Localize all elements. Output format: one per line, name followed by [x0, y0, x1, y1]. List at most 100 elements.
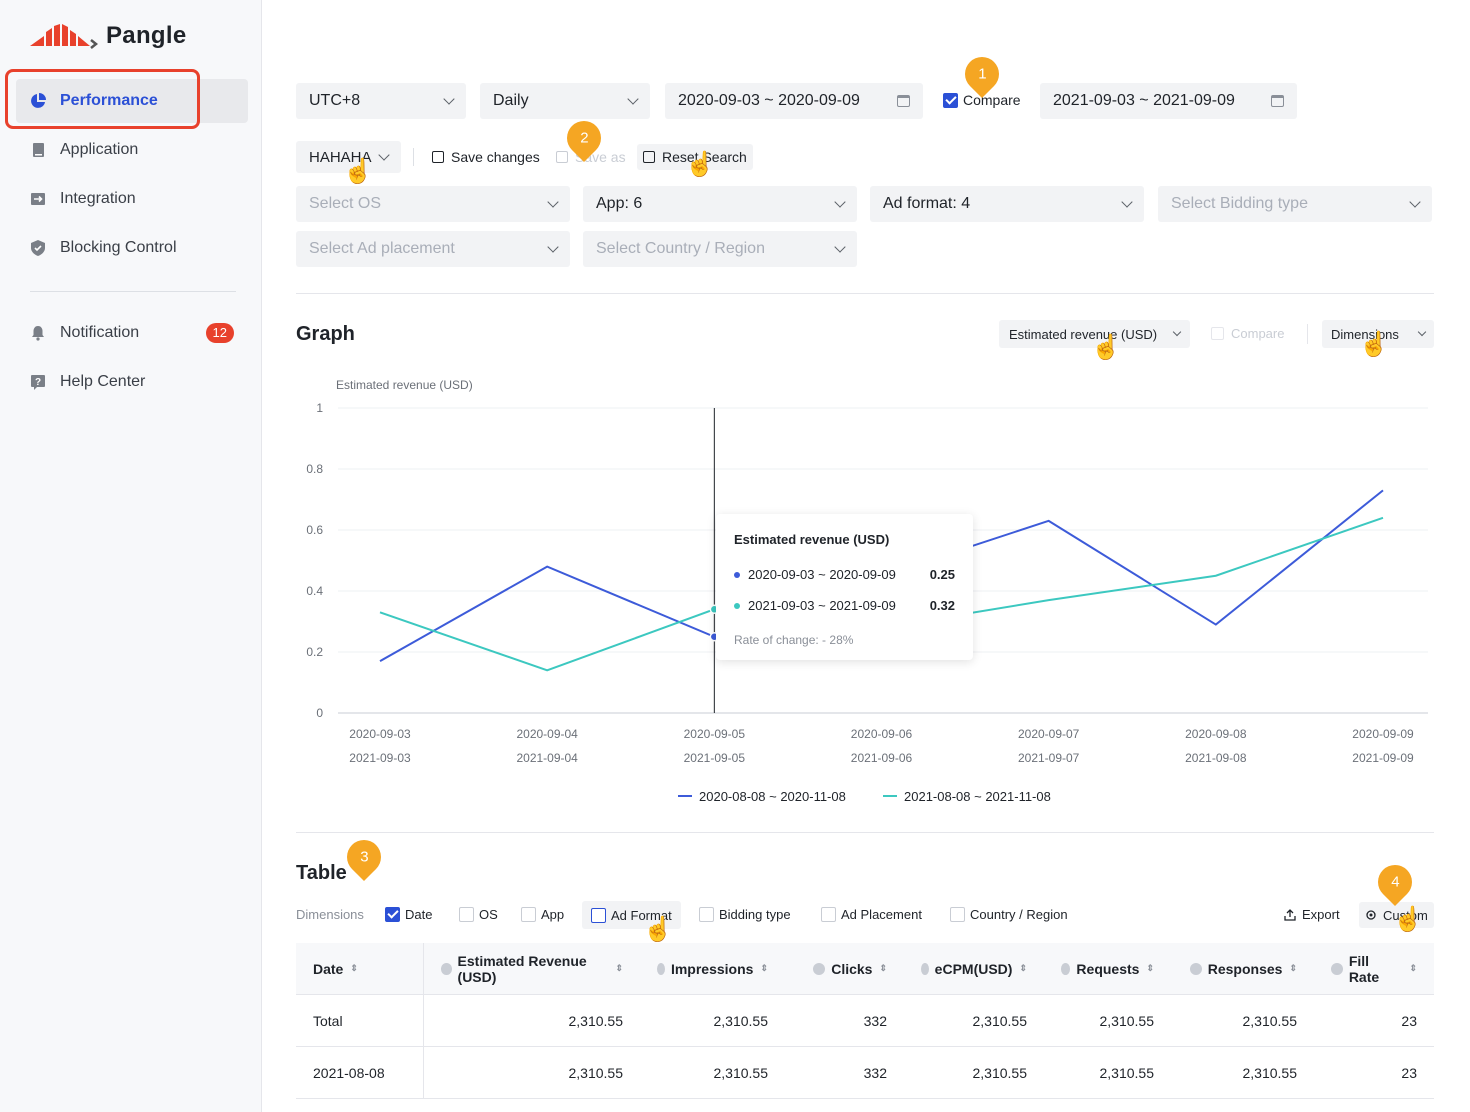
main-content: UTC+8 Daily 2020-09-03 ~ 2020-09-09 Comp…	[263, 0, 1470, 1112]
ad-format-select[interactable]: Ad format: 4	[870, 186, 1144, 222]
os-placeholder: Select OS	[309, 195, 382, 212]
export-button[interactable]: Export	[1284, 907, 1340, 922]
brand-name: Pangle	[106, 22, 187, 49]
custom-columns-button[interactable]: Custom	[1359, 902, 1434, 928]
dim-checkbox-bidding-type[interactable]: Bidding type	[699, 907, 791, 922]
ad-placement-select[interactable]: Select Ad placement	[296, 231, 570, 267]
save-icon	[432, 151, 444, 163]
sidebar-item-notification[interactable]: Notification 12	[16, 311, 248, 355]
x-tick-label-compare: 2021-09-08	[1185, 751, 1247, 765]
table-cell: 2,310.55	[568, 1064, 624, 1081]
section-divider	[296, 832, 1434, 833]
performance-table: Date ⇕ Estimated Revenue (USD) ⇕ Impressio…	[296, 943, 1434, 1099]
col-header-date[interactable]: Date ⇕	[296, 943, 424, 994]
placement-placeholder: Select Ad placement	[309, 240, 455, 257]
sidebar-item-label: Help Center	[60, 373, 146, 390]
sidebar-item-help-center[interactable]: ? Help Center	[16, 360, 248, 404]
pangle-logo-icon	[30, 24, 99, 49]
sidebar-divider	[30, 291, 236, 292]
help-circle-icon	[1061, 962, 1071, 975]
table-cell: Total	[296, 995, 424, 1046]
sort-icon[interactable]: ⇕	[1289, 963, 1297, 973]
dim-label: Ad Format	[611, 907, 672, 923]
chevron-down-icon	[1409, 196, 1421, 208]
annotation-pin: 1	[957, 49, 1007, 99]
col-header-impressions[interactable]: Impressions ⇕	[640, 943, 785, 994]
gear-icon	[1366, 910, 1376, 920]
col-header-clicks[interactable]: Clicks ⇕	[785, 943, 904, 994]
copy-icon	[556, 151, 568, 163]
annotation-pin: 4	[1370, 857, 1420, 907]
help-circle-icon	[921, 962, 929, 975]
col-header-revenue[interactable]: Estimated Revenue (USD) ⇕	[424, 943, 640, 994]
y-tick-label: 0.8	[306, 462, 323, 476]
sidebar-item-integration[interactable]: Integration	[16, 177, 248, 221]
x-tick-label-compare: 2021-09-04	[516, 751, 578, 765]
export-label: Export	[1302, 907, 1340, 922]
help-circle-icon	[1189, 962, 1202, 975]
svg-text:?: ?	[35, 377, 41, 388]
app-select[interactable]: App: 6	[583, 186, 857, 222]
country-region-select[interactable]: Select Country / Region	[583, 231, 857, 267]
dim-checkbox-country-region[interactable]: Country / Region	[950, 907, 1068, 922]
dim-checkbox-ad-placement[interactable]: Ad Placement	[821, 907, 922, 922]
help-icon: ?	[30, 374, 46, 390]
bidding-type-select[interactable]: Select Bidding type	[1158, 186, 1432, 222]
table-cell: 2021-08-08	[296, 1047, 424, 1098]
sort-icon[interactable]: ⇕	[879, 963, 887, 973]
dim-label: Ad Placement	[841, 907, 922, 922]
sidebar-item-label: Integration	[60, 190, 136, 207]
os-select[interactable]: Select OS	[296, 186, 570, 222]
graph-compare-checkbox[interactable]: Compare	[1211, 326, 1284, 341]
sort-icon[interactable]: ⇕	[1146, 963, 1154, 973]
sort-icon[interactable]: ⇕	[1409, 963, 1417, 973]
date-range-picker[interactable]: 2020-09-03 ~ 2020-09-09	[665, 83, 923, 119]
compare-checkbox[interactable]: Compare	[943, 92, 1021, 108]
dimensions-select[interactable]: Dimensions	[1322, 320, 1434, 348]
chevron-down-icon	[378, 149, 390, 161]
dim-label: OS	[479, 907, 498, 922]
sort-icon[interactable]: ⇕	[350, 963, 358, 973]
chevron-down-icon	[834, 241, 846, 253]
checkbox-icon	[521, 907, 536, 922]
col-header-requests[interactable]: Requests ⇕	[1044, 943, 1171, 994]
col-header-label: Impressions	[670, 960, 754, 977]
compare-range-value: 2021-09-03 ~ 2021-09-09	[1053, 92, 1235, 109]
sort-icon[interactable]: ⇕	[615, 963, 623, 973]
sidebar-item-blocking-control[interactable]: Blocking Control	[16, 226, 248, 270]
table-row: Total 2,310.55 2,310.55 332 2,310.55 2,3…	[296, 995, 1434, 1047]
pangle-logo[interactable]: Pangle	[30, 22, 187, 50]
legend-label: 2020-08-08 ~ 2020-11-08	[699, 789, 846, 804]
table-cell: 2,310.55	[1099, 1064, 1155, 1081]
compare-date-range-picker[interactable]: 2021-09-03 ~ 2021-09-09	[1040, 83, 1297, 119]
sidebar-item-application[interactable]: Application	[16, 128, 248, 172]
dim-checkbox-os[interactable]: OS	[459, 907, 498, 922]
sort-icon[interactable]: ⇕	[1019, 963, 1027, 973]
export-icon	[1284, 908, 1296, 921]
x-tick-label: 2020-09-06	[851, 727, 913, 741]
col-header-label: eCPM(USD)	[934, 960, 1013, 977]
pin-number: 4	[1390, 873, 1400, 891]
granularity-value: Daily	[493, 92, 529, 109]
help-circle-icon	[657, 962, 665, 975]
preset-select[interactable]: HAHAHA	[296, 141, 401, 173]
sidebar-item-performance[interactable]: Performance	[16, 79, 248, 123]
metric-select[interactable]: Estimated revenue (USD)	[999, 320, 1190, 348]
timezone-select[interactable]: UTC+8	[296, 83, 466, 119]
sort-icon[interactable]: ⇕	[760, 963, 768, 973]
x-tick-label-compare: 2021-09-07	[1018, 751, 1080, 765]
col-header-responses[interactable]: Responses ⇕	[1171, 943, 1314, 994]
dim-checkbox-ad-format[interactable]: Ad Format	[582, 901, 681, 929]
granularity-select[interactable]: Daily	[480, 83, 650, 119]
col-header-ecpm[interactable]: eCPM(USD) ⇕	[904, 943, 1044, 994]
sidebar-item-label: Performance	[60, 92, 158, 109]
shield-icon	[30, 240, 46, 256]
dim-checkbox-date[interactable]: Date	[385, 907, 432, 922]
save-changes-button[interactable]: Save changes	[432, 144, 540, 170]
reset-search-button[interactable]: Reset Search	[637, 144, 753, 170]
dim-checkbox-app[interactable]: App	[521, 907, 564, 922]
series-dot-icon	[734, 571, 740, 578]
table-cell: 2,310.55	[713, 1064, 769, 1081]
col-header-fill-rate[interactable]: Fill Rate ⇕	[1314, 943, 1434, 994]
sidebar-item-label: Application	[60, 141, 139, 158]
